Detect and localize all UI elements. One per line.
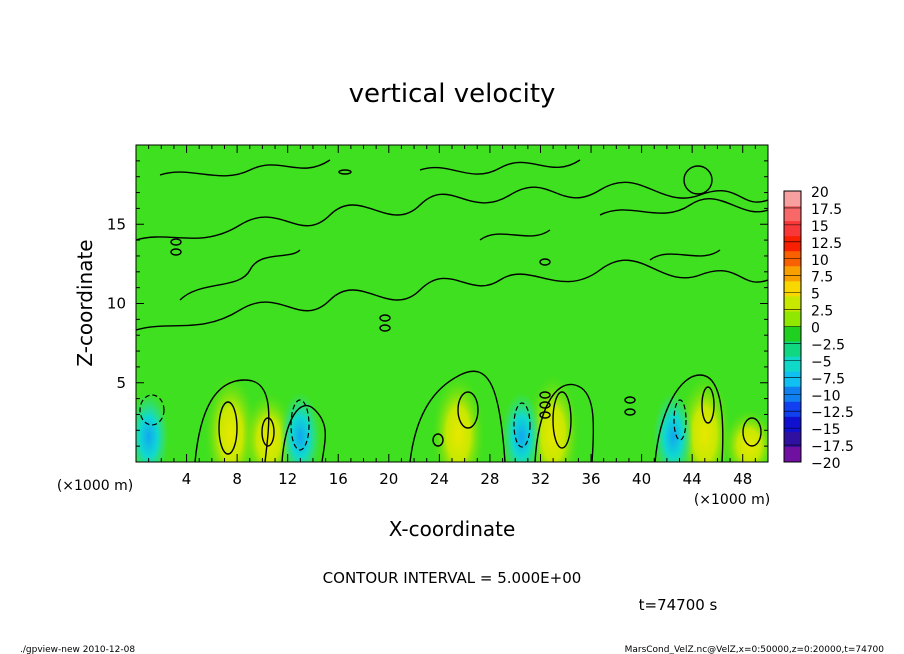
x-axis-label: X-coordinate bbox=[389, 517, 516, 541]
colorbar-label: 15 bbox=[811, 219, 829, 235]
colorbar-label: −17.5 bbox=[811, 439, 854, 455]
plot-area bbox=[136, 145, 768, 462]
colorbar-label: −10 bbox=[811, 388, 841, 404]
colorbar-label: −5 bbox=[811, 354, 832, 370]
colorbar-swatch bbox=[784, 266, 801, 282]
downdraft-cell-1 bbox=[280, 392, 321, 462]
velocity-cells bbox=[136, 374, 768, 462]
colorbar-label: −15 bbox=[811, 422, 841, 438]
y-tick-label: 5 bbox=[116, 374, 126, 392]
downdraft-cell-3 bbox=[653, 392, 694, 462]
colorbar-swatch bbox=[784, 431, 801, 448]
x-tick-label: 16 bbox=[329, 470, 348, 488]
footer-right: MarsCond_VelZ.nc@VelZ,x=0:50000,z=0:2000… bbox=[625, 645, 885, 654]
y-axis: 5 10 15 bbox=[107, 160, 768, 447]
colorbar-swatch bbox=[784, 401, 801, 418]
colorbar-label: 10 bbox=[811, 253, 829, 269]
x-tick-label: 28 bbox=[480, 470, 499, 488]
chart-title: vertical velocity bbox=[349, 79, 556, 109]
colorbar-label: 17.5 bbox=[811, 202, 842, 218]
negative-contours bbox=[139, 394, 687, 451]
x-tick-label: 36 bbox=[581, 470, 600, 488]
colorbar-swatch bbox=[784, 206, 801, 222]
colorbar-swatch bbox=[784, 416, 801, 433]
colorbar-label: 7.5 bbox=[811, 270, 833, 286]
footer-left: ./gpview-new 2010-12-08 bbox=[20, 645, 135, 654]
time-label: t=74700 s bbox=[639, 596, 718, 614]
colorbar-swatch bbox=[784, 191, 801, 207]
colorbar-label: −7.5 bbox=[811, 371, 845, 387]
y-axis-label: Z-coordinate bbox=[73, 239, 97, 366]
x-tick-label: 32 bbox=[531, 470, 550, 488]
colorbar-swatch bbox=[784, 281, 801, 297]
colorbar-label: −12.5 bbox=[811, 405, 854, 421]
colorbar-label: −20 bbox=[811, 456, 841, 472]
downdraft-cell-2 bbox=[501, 392, 542, 462]
colorbar: 2017.51512.5107.552.50−2.5−5−7.5−10−12.5… bbox=[783, 185, 854, 472]
colorbar-label: 2.5 bbox=[811, 304, 833, 320]
x-tick-label: 12 bbox=[278, 470, 297, 488]
x-unit-right: (×1000 m) bbox=[694, 492, 770, 508]
contour-interval-text: CONTOUR INTERVAL = 5.000E+00 bbox=[323, 569, 582, 587]
x-unit-left: (×1000 m) bbox=[57, 478, 133, 494]
colorbar-swatch bbox=[784, 446, 801, 463]
colorbar-swatch bbox=[784, 221, 801, 237]
colorbar-swatch bbox=[784, 326, 801, 343]
updraft-cell-5 bbox=[723, 409, 768, 462]
colorbar-swatch bbox=[784, 311, 801, 327]
y-tick-label: 10 bbox=[107, 295, 126, 313]
x-tick-label: 20 bbox=[379, 470, 398, 488]
colorbar-swatch bbox=[784, 296, 801, 312]
y-tick-label: 15 bbox=[107, 215, 126, 233]
colorbar-swatch bbox=[784, 236, 801, 252]
colorbar-label: 12.5 bbox=[811, 236, 842, 252]
colorbar-swatch bbox=[784, 341, 801, 358]
x-axis: 4 8 12 16 20 24 28 32 36 40 44 48 bbox=[148, 145, 756, 488]
x-tick-label: 40 bbox=[632, 470, 651, 488]
x-tick-label: 44 bbox=[683, 470, 702, 488]
colorbar-label: 20 bbox=[811, 185, 829, 201]
x-tick-label: 4 bbox=[182, 470, 192, 488]
updraft-cell-2 bbox=[432, 374, 485, 462]
colorbar-label: −2.5 bbox=[811, 337, 845, 353]
x-tick-label: 24 bbox=[430, 470, 449, 488]
colorbar-label: 5 bbox=[811, 287, 820, 303]
colorbar-label: 0 bbox=[811, 321, 820, 337]
x-tick-label: 48 bbox=[733, 470, 752, 488]
colorbar-swatch bbox=[784, 356, 801, 373]
colorbar-swatch bbox=[784, 371, 801, 388]
contour-lines bbox=[136, 159, 768, 462]
downdraft-cell-0 bbox=[136, 392, 169, 462]
x-tick-label: 8 bbox=[232, 470, 242, 488]
